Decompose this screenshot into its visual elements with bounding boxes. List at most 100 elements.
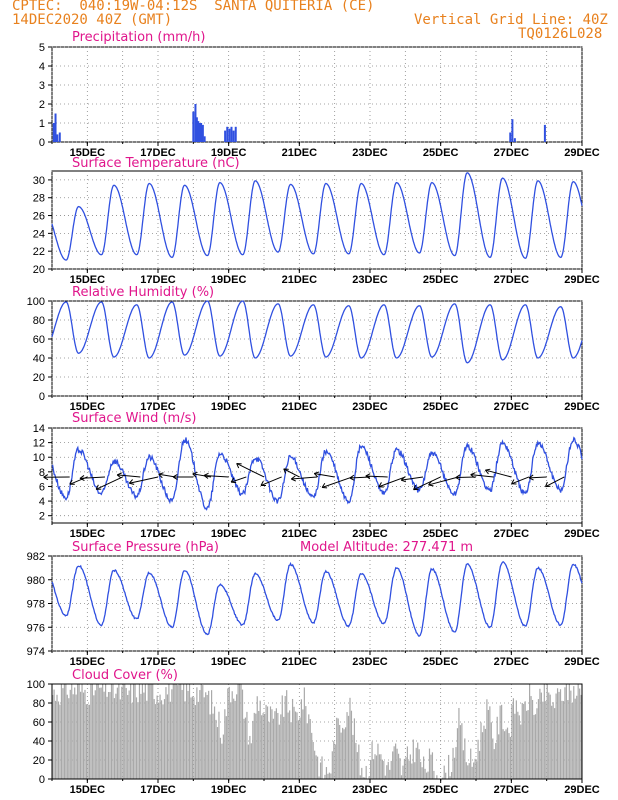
cloud-bar <box>296 712 298 779</box>
cloud-bar <box>196 687 198 779</box>
cloud-bar <box>540 692 542 779</box>
cloud-bar <box>442 777 444 779</box>
cloud-bar <box>375 755 378 779</box>
cloud-bar <box>492 738 494 779</box>
ytick-label: 4 <box>39 496 45 508</box>
cloud-bar <box>530 696 532 779</box>
precip-bar <box>192 111 195 142</box>
wind-vector <box>321 476 353 488</box>
cloud-bar <box>180 684 182 779</box>
precip-bar <box>54 113 57 142</box>
wind-arrowhead <box>400 476 407 483</box>
xtick-label: 23DEC <box>352 147 388 159</box>
cloud-bar <box>150 684 152 779</box>
ytick-label: 60 <box>33 717 45 729</box>
xtick-label: 17DEC <box>140 401 176 413</box>
cloud-bar <box>556 688 559 779</box>
cloud-bar <box>364 777 366 779</box>
panel-2: 0 20 40 60 80 100 15DEC 17DEC 19DEC 21DEC 23DEC 25D… <box>27 285 600 413</box>
wind-vector <box>428 476 459 486</box>
cloud-bar <box>420 761 422 779</box>
cloud-bar <box>521 702 523 779</box>
cloud-bar <box>246 711 248 779</box>
ytick-label: 8 <box>39 467 45 479</box>
cloud-bar <box>361 767 363 779</box>
wind-arrowhead <box>511 479 517 485</box>
cloud-bar <box>567 700 569 779</box>
cloud-bar <box>456 728 459 779</box>
cloud-bar <box>281 695 283 779</box>
cloud-bar <box>350 710 353 779</box>
cloud-bar <box>378 754 381 779</box>
cloud-bar <box>403 758 406 779</box>
cloud-bar <box>289 710 291 779</box>
cloud-bar <box>56 694 58 779</box>
header-date: 14DEC2020 40Z (GMT) <box>12 12 173 28</box>
cloud-bar <box>237 684 239 779</box>
cloud-bar <box>399 758 401 779</box>
precip-bar <box>543 124 546 142</box>
cloud-bar <box>93 695 95 779</box>
cloud-bar <box>255 713 257 779</box>
cloud-bar <box>218 711 220 779</box>
cloud-bar <box>559 689 562 779</box>
cloud-bar <box>193 697 195 779</box>
cloud-bar <box>383 761 385 779</box>
cloud-bar <box>178 684 180 779</box>
cloud-bar <box>368 776 370 779</box>
cloud-bar <box>240 684 242 779</box>
panel-frame <box>51 170 583 270</box>
cloud-bar <box>371 741 373 779</box>
cloud-bar <box>261 715 263 779</box>
cloud-bar <box>53 689 55 779</box>
cloud-bar <box>233 698 235 779</box>
ytick-label: 4 <box>39 61 45 73</box>
cloud-bar <box>99 687 101 779</box>
cloud-bar <box>490 722 492 779</box>
cloud-bar <box>106 696 108 779</box>
ytick-label: 100 <box>27 296 45 308</box>
cloud-bar <box>81 684 83 779</box>
cloud-bar <box>219 737 222 779</box>
cloud-bar <box>65 684 67 779</box>
wind-vector <box>96 476 123 490</box>
cloud-bar <box>542 701 544 779</box>
cloud-bar <box>87 704 89 779</box>
cloud-bar <box>493 749 495 779</box>
panel-title: Surface Pressure (hPa) <box>72 540 219 555</box>
xtick-label: 21DEC <box>282 656 318 668</box>
cloud-bar <box>227 688 229 779</box>
cloud-bar <box>486 699 488 779</box>
xtick-label: 15DEC <box>70 147 106 159</box>
cloud-bar <box>474 758 476 779</box>
wind-arrowhead <box>43 474 49 481</box>
cloud-bar <box>166 694 169 779</box>
cloud-bar <box>59 704 61 779</box>
cloud-bar <box>400 775 403 779</box>
cloud-bar <box>458 707 460 779</box>
cloud-bar <box>576 695 578 779</box>
wind-vector <box>203 474 229 478</box>
cloud-bar <box>88 704 91 779</box>
ytick-label: 12 <box>33 438 45 450</box>
cloud-bar <box>149 684 151 779</box>
cloud-bar <box>337 718 339 779</box>
wind-arrowhead <box>172 473 178 480</box>
cloud-bar <box>555 693 557 779</box>
cloud-bar <box>181 689 183 779</box>
cloud-bar <box>430 754 432 779</box>
cloud-bar <box>464 738 466 779</box>
cloud-bar <box>312 741 314 779</box>
cloud-bar <box>334 744 336 779</box>
cloud-bar <box>328 772 330 779</box>
panel-3: 2 4 6 8 10 12 14 15DEC 17DEC 19DEC 21DEC 23DEC 25DEC… <box>33 411 600 540</box>
cloud-bar <box>417 742 419 779</box>
header-model-id: TQ0126L028 <box>518 26 603 42</box>
cloud-bar <box>175 684 177 779</box>
cloud-bar <box>433 770 435 779</box>
cloud-bar <box>130 684 132 779</box>
cloud-bar <box>69 689 71 779</box>
series-line <box>51 300 583 364</box>
cloud-bar <box>140 693 142 779</box>
cloud-bar <box>380 754 382 779</box>
